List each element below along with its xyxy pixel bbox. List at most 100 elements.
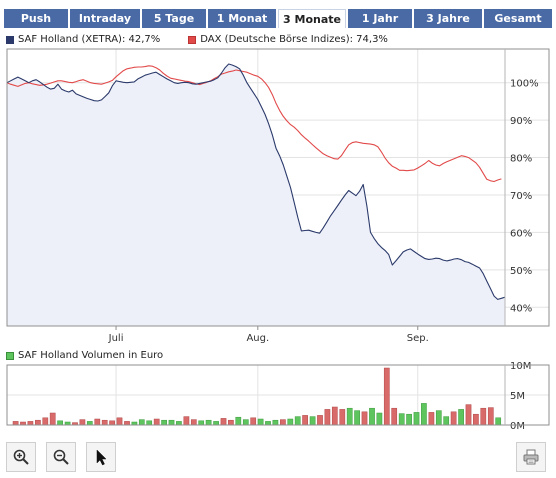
cursor-icon [96,449,107,466]
zoom-out-button[interactable] [46,442,76,472]
volume-bar [465,404,472,426]
volume-bar [480,407,487,426]
volume-bar [398,413,405,426]
tab-3-monate[interactable]: 3 Monate [278,9,346,28]
volume-bar [487,407,494,426]
volume-bar [369,407,375,426]
volume-bar [443,416,450,426]
volume-bar [183,416,190,426]
volume-bar [317,415,323,426]
legend-swatch-dax [188,35,197,44]
volume-bar [12,421,19,426]
price-x-tick-label: Juli [108,333,124,344]
tab-3-jahre[interactable]: 3 Jahre [414,9,482,28]
zoom-out-icon [53,449,69,465]
series-line-dax [6,65,502,183]
volume-legend-swatch [6,351,14,360]
price-y-tick-label: 80% [510,154,532,165]
volume-bar [228,419,234,426]
volume-bar [116,417,123,426]
legend-item-dax: DAX (Deutsche Börse Indizes): 74,3% [188,34,388,45]
volume-legend-label: SAF Holland Volumen in Euro [18,350,164,361]
tab-5-tage[interactable]: 5 Tage [142,9,206,28]
volume-bar [354,410,360,426]
price-y-tick-label: 90% [510,116,532,127]
volume-bar [109,420,115,426]
volume-y-tick-label: 0M [510,421,525,432]
volume-bar [27,421,34,426]
volume-bar [235,416,242,426]
volume-bar [294,416,301,426]
print-icon [523,449,539,465]
series-area-fill [7,64,505,326]
volume-bar [324,409,331,426]
volume-bar [198,420,205,426]
tab-gesamt[interactable]: Gesamt [484,9,552,28]
volume-bar [346,407,353,426]
chart-legend: SAF Holland (XETRA): 42,7% DAX (Deutsche… [6,34,416,45]
price-panel-border [6,48,550,327]
volume-bar [280,419,286,426]
volume-bar [94,418,101,426]
volume-bar [205,419,212,426]
volume-bar [428,412,435,426]
volume-bar [406,413,412,426]
volume-bar [376,412,383,426]
period-tabs: Push Intraday 5 Tage 1 Monat 3 Monate 1 Jahr 3… [4,9,552,28]
volume-bar [101,419,108,426]
volume-bar [161,419,167,426]
volume-bar [79,419,86,426]
volume-bar [42,417,49,426]
tab-intraday[interactable]: Intraday [70,9,140,28]
volume-bar [435,410,442,426]
price-y-tick-label: 70% [510,191,532,202]
volume-bar [302,415,308,426]
volume-bar [272,419,279,426]
volume-bar [265,421,271,426]
legend-label-dax: DAX (Deutsche Börse Indizes): 74,3% [200,34,388,45]
volume-bar [153,418,160,426]
volume-bar [331,406,338,426]
volume-y-tick-label: 10M [510,361,531,372]
volume-bar [421,403,427,426]
volume-bar [86,421,93,426]
volume-bar [49,412,56,426]
volume-bar [339,409,346,426]
volume-bar [168,419,175,426]
volume-bar [220,418,227,426]
zoom-in-icon [13,449,29,465]
volume-bar [176,421,182,426]
volume-bar [473,413,479,426]
volume-bar [287,418,294,426]
print-button[interactable] [516,442,546,472]
volume-bar [146,420,153,426]
price-y-tick-label: 100% [510,79,539,90]
chart-area: 100% 90% 80% 70% 60% 50% 40% Juli Aug. Sep. 10M 5M 0… [6,48,550,432]
volume-bar [309,416,316,426]
price-y-tick-label: 40% [510,303,532,314]
tab-push[interactable]: Push [4,9,68,28]
tab-1-jahr[interactable]: 1 Jahr [348,9,412,28]
series-line-saf [6,63,506,300]
volume-bar [242,419,249,426]
volume-bar [450,411,457,426]
volume-bar [413,412,420,426]
legend-swatch-saf [6,35,14,44]
volume-bar [383,367,390,426]
volume-bar [35,419,41,426]
volume-bar [391,407,398,426]
price-y-tick-label: 60% [510,228,532,239]
tab-1-monat[interactable]: 1 Monat [208,9,276,28]
cursor-button[interactable] [86,442,116,472]
volume-bar [250,417,257,426]
volume-bar [124,421,130,426]
volume-bar [190,419,197,426]
volume-y-tick-label: 5M [510,391,525,402]
zoom-in-button[interactable] [6,442,36,472]
legend-item-saf: SAF Holland (XETRA): 42,7% [6,34,160,45]
price-x-tick-label: Sep. [407,333,429,344]
volume-bar [138,419,145,426]
price-y-tick-label: 50% [510,266,532,277]
price-x-tick-label: Aug. [246,333,269,344]
volume-legend: SAF Holland Volumen in Euro [6,350,163,361]
